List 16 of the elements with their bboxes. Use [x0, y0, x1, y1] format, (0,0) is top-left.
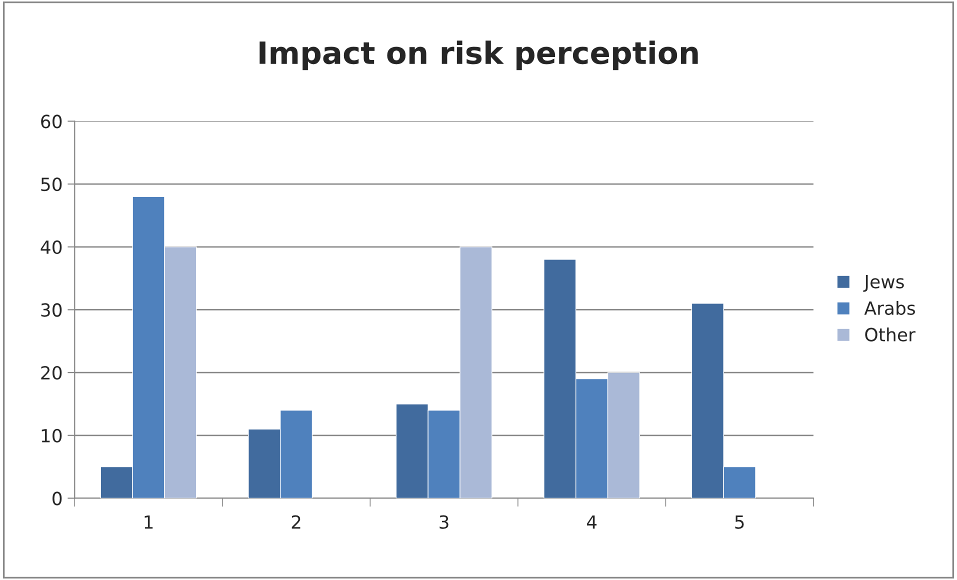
x-tick-label: 1 — [144, 515, 153, 529]
y-tick-label: 30 — [41, 303, 62, 317]
x-tick-label: 2 — [292, 515, 300, 529]
y-tick-label: 10 — [42, 428, 62, 443]
legend-label: Other — [865, 327, 916, 342]
legend-label: Arabs — [864, 300, 915, 315]
x-tick-label: 5 — [735, 515, 744, 529]
legend-label: Jews — [863, 275, 904, 292]
y-tick-label: 0 — [52, 492, 62, 506]
x-tick-label: 3 — [440, 515, 448, 529]
y-tick-label: 50 — [41, 178, 62, 192]
y-tick-label: 60 — [41, 114, 62, 128]
y-tick-label: 40 — [40, 240, 62, 254]
y-tick-label: 20 — [41, 366, 62, 380]
chart-title: Impact on risk perception — [260, 40, 698, 70]
x-tick-label: 4 — [586, 515, 597, 529]
